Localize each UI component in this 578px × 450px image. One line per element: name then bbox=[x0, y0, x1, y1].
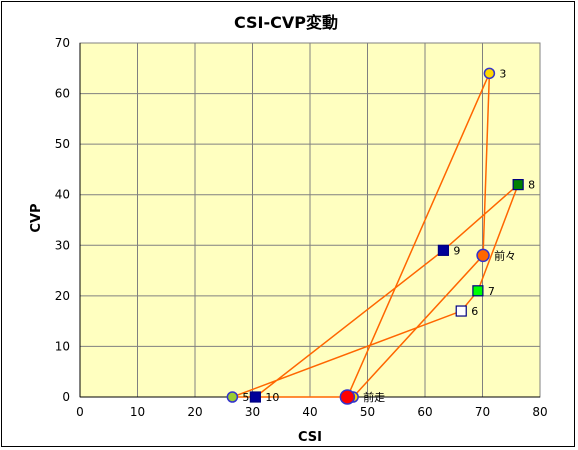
y-tick-label: 0 bbox=[62, 390, 70, 404]
point-label: 前々 bbox=[494, 248, 516, 262]
x-tick-label: 50 bbox=[360, 405, 375, 419]
y-tick-label: 20 bbox=[55, 289, 70, 303]
point-label: 10 bbox=[265, 391, 279, 404]
x-tick-label: 60 bbox=[417, 405, 432, 419]
point-label: 6 bbox=[471, 305, 478, 318]
x-tick-label: 0 bbox=[76, 405, 84, 419]
x-tick-label: 20 bbox=[187, 405, 202, 419]
point-label: 3 bbox=[499, 67, 506, 80]
point-labels: 前走 前々 3 5 67 8 9 10 bbox=[242, 67, 535, 404]
tick-labels: 0 10 20 30 40 50 60 70 80 0 10 20 30 40 50 60 70 bbox=[55, 36, 548, 419]
y-tick-label: 70 bbox=[55, 36, 70, 50]
data-point bbox=[512, 179, 524, 191]
y-tick-label: 30 bbox=[55, 238, 70, 252]
data-point bbox=[226, 391, 239, 403]
series-line bbox=[232, 73, 519, 398]
point-label: 9 bbox=[453, 244, 460, 257]
connector-lines bbox=[232, 73, 519, 398]
data-point bbox=[472, 285, 484, 297]
y-tick-label: 40 bbox=[55, 188, 70, 202]
x-tick-label: 80 bbox=[532, 405, 547, 419]
point-label: 8 bbox=[528, 179, 535, 192]
data-point bbox=[483, 67, 496, 80]
y-tick-label: 50 bbox=[55, 137, 70, 151]
chart-title: CSI-CVP変動 bbox=[234, 13, 338, 32]
data-point bbox=[455, 305, 467, 317]
point-label: 5 bbox=[242, 391, 249, 404]
data-point bbox=[249, 391, 261, 403]
y-tick-label: 60 bbox=[55, 87, 70, 101]
data-point bbox=[339, 389, 356, 405]
point-label: 7 bbox=[488, 285, 495, 298]
x-tick-label: 40 bbox=[302, 405, 317, 419]
data-point bbox=[437, 244, 449, 256]
grid-lines bbox=[79, 43, 540, 398]
x-tick-label: 30 bbox=[245, 405, 260, 419]
data-points bbox=[226, 67, 524, 405]
x-tick-label: 70 bbox=[475, 405, 490, 419]
x-tick-label: 10 bbox=[130, 405, 145, 419]
point-label: 前走 bbox=[363, 390, 385, 404]
y-tick-label: 10 bbox=[55, 339, 70, 353]
x-axis-label: CSI bbox=[298, 430, 322, 445]
y-axis-label: CVP bbox=[29, 203, 44, 232]
data-point bbox=[476, 248, 490, 263]
